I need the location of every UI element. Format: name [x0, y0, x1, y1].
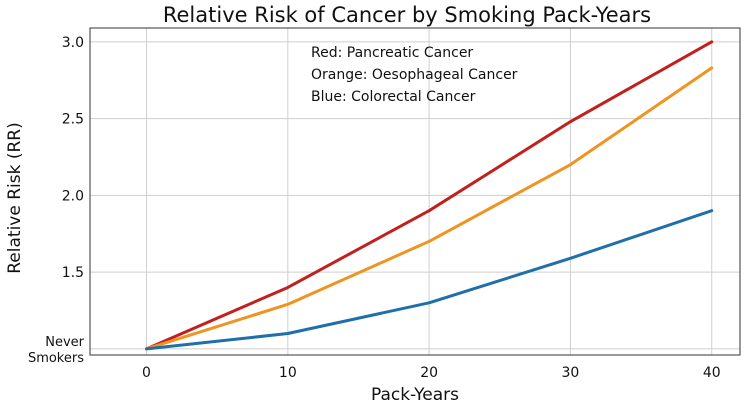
series-line-oesophageal — [145, 66, 714, 351]
plot-area-frame — [89, 27, 741, 356]
x-tick-label: 10 — [279, 365, 297, 381]
legend-entry-oesophageal: Orange: Oesophageal Cancer — [311, 67, 518, 83]
y-tick-label: 1.5 — [62, 265, 84, 281]
x-axis-label: Pack-Years — [371, 385, 459, 405]
y-tick-label: 2.0 — [62, 188, 84, 204]
series-line-pancreatic — [145, 40, 714, 351]
y-baseline-label: Smokers — [28, 351, 84, 366]
y-tick-label: 3.0 — [62, 35, 84, 51]
y-baseline-label: Never — [45, 335, 84, 350]
x-tick-label: 0 — [142, 365, 151, 381]
legend-entry-colorectal: Blue: Colorectal Cancer — [311, 89, 476, 105]
y-axis-label: Relative Risk (RR) — [5, 122, 25, 274]
legend-entry-pancreatic: Red: Pancreatic Cancer — [311, 45, 473, 61]
y-tick-label: 2.5 — [62, 112, 84, 128]
chart-title: Relative Risk of Cancer by Smoking Pack-… — [163, 3, 651, 27]
legend: Red: Pancreatic Cancer Orange: Oesophage… — [311, 45, 518, 105]
grid — [90, 28, 740, 355]
x-tick-label: 20 — [420, 365, 438, 381]
x-tick-label: 40 — [703, 365, 721, 381]
series-layer — [145, 40, 714, 351]
x-tick-label: 30 — [562, 365, 580, 381]
series-line-colorectal — [145, 209, 714, 351]
